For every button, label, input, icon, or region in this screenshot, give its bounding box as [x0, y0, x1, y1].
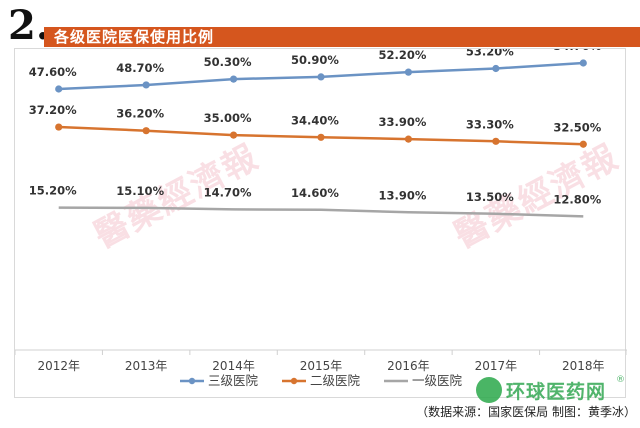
legend-label: 二级医院 — [310, 373, 361, 388]
data-label: 48.70% — [116, 61, 164, 75]
data-label: 33.90% — [378, 115, 426, 129]
data-point — [317, 73, 325, 81]
data-point — [579, 140, 587, 148]
data-point — [142, 127, 150, 135]
chart-title: 各级医院医保使用比例 — [54, 28, 215, 46]
data-label: 36.20% — [116, 107, 164, 121]
x-tick-label: 2017年 — [475, 359, 518, 373]
line-chart: 2012年 2013年 2014年 2015年 2016年 2017年 2018年 47.60… — [15, 49, 627, 388]
data-label: 14.70% — [204, 185, 252, 199]
data-label: 50.90% — [291, 53, 339, 67]
data-point — [229, 131, 238, 139]
data-point — [55, 85, 63, 93]
data-label: 32.50% — [553, 120, 601, 134]
data-point — [142, 81, 150, 89]
x-tick-label: 2018年 — [562, 359, 605, 373]
x-tick-label: 2016年 — [387, 359, 430, 373]
data-label: 15.10% — [116, 184, 164, 198]
data-label: 50.30% — [204, 55, 252, 69]
data-point — [317, 133, 325, 141]
data-point — [579, 59, 587, 67]
data-label: 47.60% — [29, 65, 77, 79]
registered-mark: ® — [616, 375, 625, 385]
brand-logo: 环球医药网 ® — [476, 375, 636, 405]
data-label: 52.20% — [378, 49, 426, 62]
legend-label: 一级医院 — [412, 373, 463, 388]
x-tick-label: 2013年 — [125, 359, 168, 373]
globe-icon — [476, 377, 502, 403]
x-tick-label: 2014年 — [212, 359, 255, 373]
title-bar: 各级医院医保使用比例 — [44, 27, 640, 47]
data-point — [404, 135, 413, 143]
data-label: 33.30% — [466, 117, 514, 131]
data-label: 54.70% — [553, 49, 601, 53]
data-point — [492, 137, 500, 145]
data-label: 53.20% — [466, 49, 514, 58]
series-line-3 — [58, 206, 584, 218]
data-point — [55, 123, 63, 131]
legend-swatch-marker — [188, 377, 196, 385]
data-label: 13.50% — [466, 190, 514, 204]
chart-frame: 醫藥經濟報 醫藥經濟報 2012年 2013年 2014年 2015年 2016年 201… — [14, 48, 627, 398]
header: 2. 各级医院医保使用比例 — [0, 0, 640, 50]
data-label: 35.00% — [204, 111, 252, 125]
legend-swatch-marker — [290, 377, 298, 385]
data-point — [229, 75, 238, 83]
source-note: （数据来源：国家医保局 制图：黄季冰） — [416, 405, 636, 419]
data-label: 15.20% — [29, 184, 77, 198]
data-label: 34.40% — [291, 113, 339, 127]
data-label: 13.90% — [378, 188, 426, 202]
data-point — [492, 64, 500, 73]
data-label: 37.20% — [29, 103, 77, 117]
data-point — [404, 68, 413, 76]
x-tick-label: 2015年 — [300, 359, 343, 373]
legend-label: 三级医院 — [208, 373, 259, 388]
section-number: 2. — [8, 2, 50, 49]
data-label: 14.60% — [291, 186, 339, 200]
brand-name: 环球医药网 — [506, 381, 607, 403]
x-tick-label: 2012年 — [37, 359, 80, 373]
data-label: 12.80% — [553, 192, 601, 206]
